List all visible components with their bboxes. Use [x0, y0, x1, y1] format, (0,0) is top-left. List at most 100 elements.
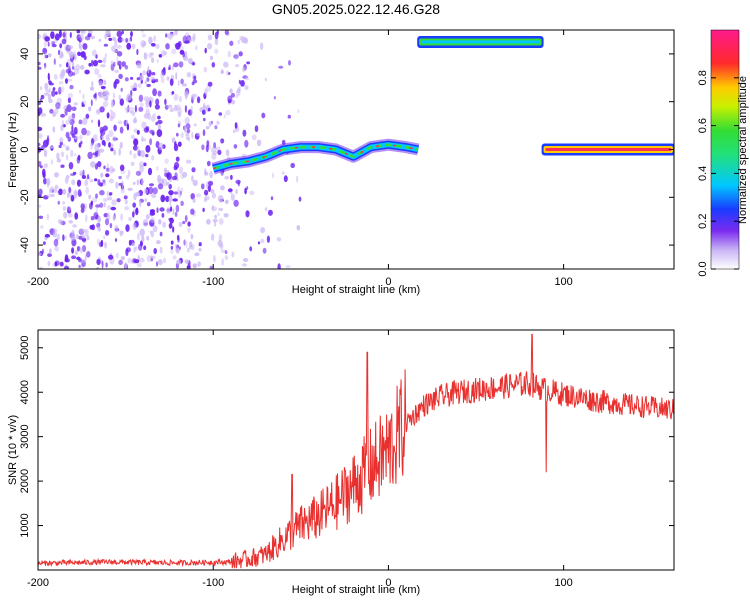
- noise-speckle: [211, 205, 214, 211]
- noise-speckle: [192, 33, 196, 41]
- noise-speckle: [188, 58, 193, 65]
- noise-speckle: [188, 245, 193, 250]
- colorbar-gradient: [710, 29, 740, 270]
- noise-speckle: [194, 252, 200, 257]
- noise-speckle: [96, 266, 100, 269]
- noise-speckle: [139, 228, 145, 237]
- noise-speckle: [42, 47, 48, 55]
- noise-speckle: [114, 238, 118, 242]
- noise-speckle: [38, 107, 43, 115]
- colorbar-tick-label: 0.6: [697, 118, 709, 133]
- noise-speckle: [152, 113, 157, 117]
- noise-speckle: [207, 81, 213, 87]
- noise-speckle: [99, 202, 104, 208]
- noise-speckle: [203, 117, 206, 122]
- noise-speckle: [145, 214, 150, 220]
- noise-speckle: [162, 221, 167, 228]
- noise-speckle: [227, 188, 233, 193]
- noise-speckle: [295, 175, 299, 183]
- noise-speckle: [184, 259, 190, 264]
- noise-speckle: [94, 143, 99, 152]
- noise-speckle: [216, 30, 219, 35]
- noise-speckle: [79, 169, 84, 176]
- noise-speckle: [127, 169, 131, 177]
- noise-speckle: [47, 72, 50, 81]
- noise-speckle: [228, 99, 231, 104]
- noise-speckle: [81, 175, 86, 179]
- noise-speckle: [89, 143, 93, 150]
- noise-speckle: [126, 247, 131, 253]
- noise-speckle: [38, 204, 42, 208]
- noise-speckle: [59, 86, 65, 93]
- spectrogram-x-tick-label: -200: [27, 276, 49, 288]
- noise-speckle: [285, 265, 291, 269]
- noise-speckle: [120, 87, 123, 92]
- colorbar: 0.0 0.2 0.4 0.6 0.8 Normalized spectral ampl…: [697, 29, 749, 277]
- noise-speckle: [209, 55, 214, 61]
- noise-speckle: [52, 87, 56, 91]
- noise-speckle: [94, 68, 100, 75]
- noise-speckle: [270, 196, 274, 201]
- noise-speckle: [241, 263, 247, 267]
- noise-speckle: [138, 243, 143, 251]
- noise-speckle: [197, 261, 201, 267]
- noise-speckle: [184, 215, 188, 223]
- noise-speckle: [113, 49, 118, 53]
- noise-speckle: [216, 120, 220, 125]
- noise-speckle: [193, 75, 197, 80]
- noise-speckle: [211, 192, 216, 199]
- noise-speckle: [97, 161, 102, 168]
- noise-speckle: [87, 174, 90, 180]
- noise-speckle: [108, 141, 111, 148]
- noise-speckle: [219, 243, 224, 250]
- noise-speckle: [38, 188, 43, 196]
- noise-speckle: [287, 114, 291, 119]
- noise-speckle: [112, 137, 119, 141]
- noise-speckle: [190, 208, 195, 215]
- noise-speckle: [74, 136, 79, 140]
- noise-speckle: [168, 190, 174, 196]
- noise-speckle: [234, 54, 238, 60]
- noise-speckle: [129, 110, 133, 114]
- noise-speckle: [170, 240, 174, 245]
- noise-speckle: [110, 206, 117, 211]
- noise-speckle: [230, 92, 235, 98]
- noise-speckle: [71, 106, 77, 112]
- noise-speckle: [96, 222, 101, 228]
- noise-speckle: [40, 94, 45, 100]
- noise-speckle: [149, 219, 155, 227]
- noise-speckle: [103, 165, 106, 170]
- noise-speckle: [256, 139, 262, 147]
- noise-speckle: [64, 108, 68, 116]
- noise-speckle: [59, 63, 62, 68]
- noise-speckle: [43, 40, 47, 48]
- noise-speckle: [102, 57, 107, 64]
- noise-speckle: [209, 170, 213, 179]
- noise-speckle: [125, 224, 130, 232]
- noise-speckle: [108, 178, 114, 184]
- noise-speckle: [40, 225, 44, 229]
- noise-speckle: [150, 230, 154, 238]
- noise-speckle: [116, 198, 121, 203]
- noise-speckle: [47, 260, 51, 267]
- noise-speckle: [108, 192, 113, 196]
- noise-speckle: [54, 91, 58, 95]
- noise-speckle: [38, 61, 41, 66]
- noise-speckle: [164, 172, 168, 177]
- noise-speckle: [97, 119, 101, 128]
- noise-speckle: [190, 105, 193, 113]
- noise-speckle: [119, 164, 125, 172]
- noise-speckle: [79, 134, 83, 140]
- noise-speckle: [184, 117, 190, 125]
- tone-band-high-core: [421, 40, 540, 44]
- noise-speckle: [173, 104, 178, 112]
- noise-speckle: [177, 190, 182, 198]
- noise-speckle: [39, 266, 43, 269]
- noise-speckle: [142, 70, 147, 76]
- snr-y-tick-label: 5000: [19, 336, 31, 360]
- noise-speckle: [151, 155, 155, 161]
- noise-speckle: [172, 198, 178, 202]
- noise-speckle: [148, 36, 153, 45]
- noise-speckle: [76, 179, 82, 187]
- noise-speckle: [290, 162, 296, 169]
